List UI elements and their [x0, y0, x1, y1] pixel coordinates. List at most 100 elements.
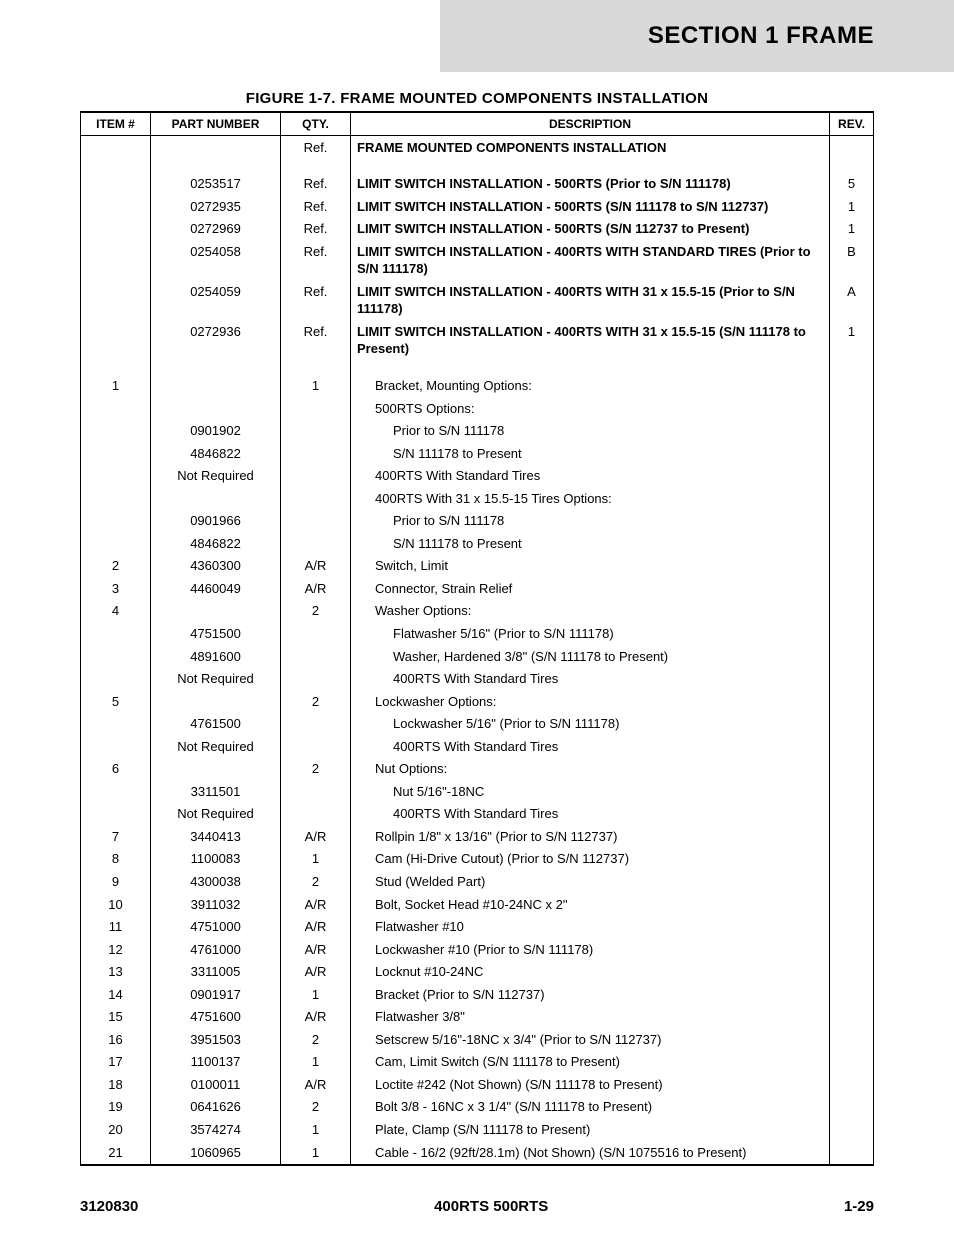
- cell-part: 0272936: [151, 320, 281, 360]
- cell-desc: Flatwasher #10: [351, 916, 830, 939]
- cell-desc: S/N 111178 to Present: [351, 442, 830, 465]
- cell-qty: 2: [281, 871, 351, 894]
- cell-item: 15: [81, 1006, 151, 1029]
- table-row: 811000831Cam (Hi-Drive Cutout) (Prior to…: [81, 848, 874, 871]
- cell-qty: [281, 645, 351, 668]
- cell-part: 4751000: [151, 916, 281, 939]
- cell-item: 6: [81, 758, 151, 781]
- cell-part: 3951503: [151, 1028, 281, 1051]
- cell-qty: Ref.: [281, 195, 351, 218]
- cell-item: [81, 280, 151, 320]
- cell-rev: 1: [830, 218, 874, 241]
- table-row: 943000382Stud (Welded Part): [81, 871, 874, 894]
- cell-desc: Nut Options:: [351, 758, 830, 781]
- cell-rev: [830, 532, 874, 555]
- cell-qty: [281, 803, 351, 826]
- cell-desc-text: Lockwasher Options:: [357, 693, 823, 711]
- col-header-rev: REV.: [830, 112, 874, 136]
- cell-part: 4751600: [151, 1006, 281, 1029]
- spacer-cell: [281, 159, 351, 173]
- table-row: 133311005A/RLocknut #10-24NC: [81, 961, 874, 984]
- cell-qty: 1: [281, 374, 351, 397]
- cell-desc: 400RTS With 31 x 15.5-15 Tires Options:: [351, 487, 830, 510]
- cell-desc-text: Bracket, Mounting Options:: [357, 377, 823, 395]
- cell-rev: 5: [830, 173, 874, 196]
- cell-desc: Lockwasher #10 (Prior to S/N 111178): [351, 938, 830, 961]
- cell-rev: [830, 961, 874, 984]
- cell-rev: [830, 690, 874, 713]
- cell-desc: LIMIT SWITCH INSTALLATION - 400RTS WITH …: [351, 320, 830, 360]
- cell-qty: A/R: [281, 555, 351, 578]
- cell-desc-text: 500RTS Options:: [357, 400, 823, 418]
- cell-item: 12: [81, 938, 151, 961]
- cell-rev: [830, 577, 874, 600]
- cell-qty: A/R: [281, 577, 351, 600]
- header-band: SECTION 1 FRAME: [0, 0, 954, 72]
- cell-qty: [281, 487, 351, 510]
- cell-qty: 1: [281, 848, 351, 871]
- cell-desc: 400RTS With Standard Tires: [351, 465, 830, 488]
- cell-part: 0254059: [151, 280, 281, 320]
- cell-item: [81, 320, 151, 360]
- cell-rev: 1: [830, 195, 874, 218]
- table-row: 52Lockwasher Options:: [81, 690, 874, 713]
- cell-item: [81, 195, 151, 218]
- table-row: Not Required400RTS With Standard Tires: [81, 668, 874, 691]
- table-row: 103911032A/RBolt, Socket Head #10-24NC x…: [81, 893, 874, 916]
- cell-part: 1100083: [151, 848, 281, 871]
- table-row: 42Washer Options:: [81, 600, 874, 623]
- cell-desc: Bolt, Socket Head #10-24NC x 2": [351, 893, 830, 916]
- col-header-desc: DESCRIPTION: [351, 112, 830, 136]
- cell-desc-text: LIMIT SWITCH INSTALLATION - 400RTS WITH …: [357, 284, 795, 317]
- cell-qty: A/R: [281, 916, 351, 939]
- cell-part: [151, 136, 281, 159]
- col-header-qty: QTY.: [281, 112, 351, 136]
- cell-item: [81, 622, 151, 645]
- cell-desc: FRAME MOUNTED COMPONENTS INSTALLATION: [351, 136, 830, 159]
- table-row: 0253517Ref.LIMIT SWITCH INSTALLATION - 5…: [81, 173, 874, 196]
- cell-desc: LIMIT SWITCH INSTALLATION - 500RTS (S/N …: [351, 218, 830, 241]
- cell-desc: 400RTS With Standard Tires: [351, 668, 830, 691]
- cell-item: [81, 442, 151, 465]
- cell-desc-text: Prior to S/N 111178: [357, 512, 823, 530]
- cell-rev: [830, 668, 874, 691]
- table-row: 0272969Ref.LIMIT SWITCH INSTALLATION - 5…: [81, 218, 874, 241]
- page-footer: 3120830 400RTS 500RTS 1-29: [80, 1198, 874, 1215]
- cell-item: 16: [81, 1028, 151, 1051]
- cell-rev: [830, 465, 874, 488]
- spacer-cell: [351, 159, 830, 173]
- figure-title: FIGURE 1-7. FRAME MOUNTED COMPONENTS INS…: [0, 90, 954, 107]
- cell-part: [151, 758, 281, 781]
- header-right-band: SECTION 1 FRAME: [440, 0, 954, 72]
- cell-part: 1100137: [151, 1051, 281, 1074]
- cell-rev: [830, 780, 874, 803]
- cell-rev: [830, 1028, 874, 1051]
- table-row: 124761000A/RLockwasher #10 (Prior to S/N…: [81, 938, 874, 961]
- page: SECTION 1 FRAME FIGURE 1-7. FRAME MOUNTE…: [0, 0, 954, 1215]
- cell-desc-text: S/N 111178 to Present: [357, 535, 823, 553]
- cell-desc-text: Nut Options:: [357, 760, 823, 778]
- table-row: [81, 360, 874, 374]
- cell-item: [81, 735, 151, 758]
- cell-desc-text: LIMIT SWITCH INSTALLATION - 500RTS (S/N …: [357, 199, 768, 214]
- table-header-row: ITEM # PART NUMBER QTY. DESCRIPTION REV.: [81, 112, 874, 136]
- cell-desc: Cam (Hi-Drive Cutout) (Prior to S/N 1127…: [351, 848, 830, 871]
- cell-rev: [830, 600, 874, 623]
- cell-desc: Rollpin 1/8" x 13/16" (Prior to S/N 1127…: [351, 825, 830, 848]
- cell-desc: Washer, Hardened 3/8" (S/N 111178 to Pre…: [351, 645, 830, 668]
- cell-desc: S/N 111178 to Present: [351, 532, 830, 555]
- cell-item: 18: [81, 1073, 151, 1096]
- cell-item: 3: [81, 577, 151, 600]
- cell-part: 0253517: [151, 173, 281, 196]
- cell-qty: [281, 780, 351, 803]
- table-row: Not Required400RTS With Standard Tires: [81, 803, 874, 826]
- parts-table-body: Ref. FRAME MOUNTED COMPONENTS INSTALLATIO…: [81, 136, 874, 1165]
- cell-desc-text: Bolt, Socket Head #10-24NC x 2": [357, 896, 823, 914]
- cell-rev: [830, 136, 874, 159]
- table-row: Not Required400RTS With Standard Tires: [81, 735, 874, 758]
- cell-desc: 400RTS With Standard Tires: [351, 803, 830, 826]
- table-row: Not Required400RTS With Standard Tires: [81, 465, 874, 488]
- cell-desc-text: Cam, Limit Switch (S/N 111178 to Present…: [357, 1053, 823, 1071]
- cell-rev: [830, 803, 874, 826]
- cell-desc-text: Washer, Hardened 3/8" (S/N 111178 to Pre…: [357, 648, 823, 666]
